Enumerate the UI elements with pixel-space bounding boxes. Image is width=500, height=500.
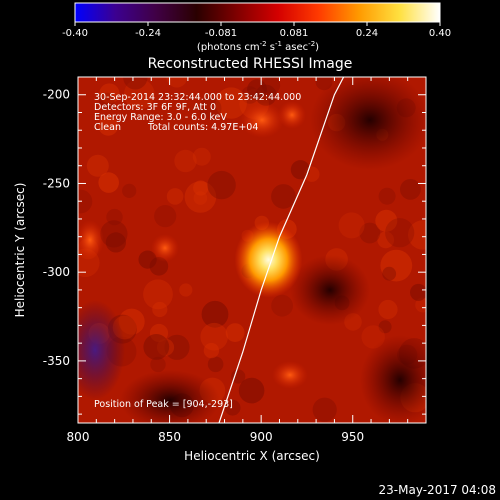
plot-frame xyxy=(77,76,427,424)
info-total-counts: Total counts: 4.97E+04 xyxy=(147,122,258,133)
info-block: 30-Sep-2014 23:32:44.000 to 23:42:44.000… xyxy=(94,92,301,133)
colorbar-tick-label: 0.24 xyxy=(356,28,378,39)
y-tick-label: -200 xyxy=(43,88,70,102)
x-tick-label: 850 xyxy=(158,430,181,444)
timestamp: 23-May-2017 04:08 xyxy=(379,483,496,497)
colorbar-tick-label: 0.40 xyxy=(429,28,451,39)
plot-title: Reconstructed RHESSI Image xyxy=(148,56,353,72)
x-tick-label: 950 xyxy=(341,430,364,444)
colorbar xyxy=(74,2,441,23)
colorbar-tick-label: -0.24 xyxy=(135,28,161,39)
colorbar-tick-label: -0.081 xyxy=(205,28,237,39)
y-tick-label: -350 xyxy=(43,354,70,368)
info-time-range: 30-Sep-2014 23:32:44.000 to 23:42:44.000 xyxy=(94,92,301,103)
colorbar-tick-label: 0.081 xyxy=(280,28,309,39)
y-tick-label: -250 xyxy=(43,176,70,190)
info-energy-range: Energy Range: 3.0 - 6.0 keV xyxy=(94,112,227,123)
y-axis-label: Heliocentric Y (arcsec) xyxy=(13,183,27,318)
info-detectors: Detectors: 3F 6F 9F, Att 0 xyxy=(94,102,216,113)
colorbar-units: (photons cm-2 s-1 asec-2) xyxy=(197,40,319,53)
heatmap-image xyxy=(78,77,426,423)
x-tick-label: 800 xyxy=(67,430,90,444)
x-axis-label: Heliocentric X (arcsec) xyxy=(184,449,320,463)
solar-limb-line xyxy=(218,77,345,423)
x-tick-label: 900 xyxy=(250,430,273,444)
y-axis-ticks: -200 -250 -300 -350 xyxy=(43,76,426,415)
y-tick-label: -300 xyxy=(43,265,70,279)
peak-source xyxy=(234,221,303,298)
info-method: Clean xyxy=(94,122,121,133)
x-axis-ticks: 800 850 900 950 xyxy=(67,77,409,444)
colorbar-tick-label: -0.40 xyxy=(62,28,88,39)
peak-position-text: Position of Peak = [904,-293] xyxy=(94,399,233,410)
colorbar-ticks: -0.40 -0.24 -0.081 0.081 0.24 0.40 xyxy=(62,22,451,39)
